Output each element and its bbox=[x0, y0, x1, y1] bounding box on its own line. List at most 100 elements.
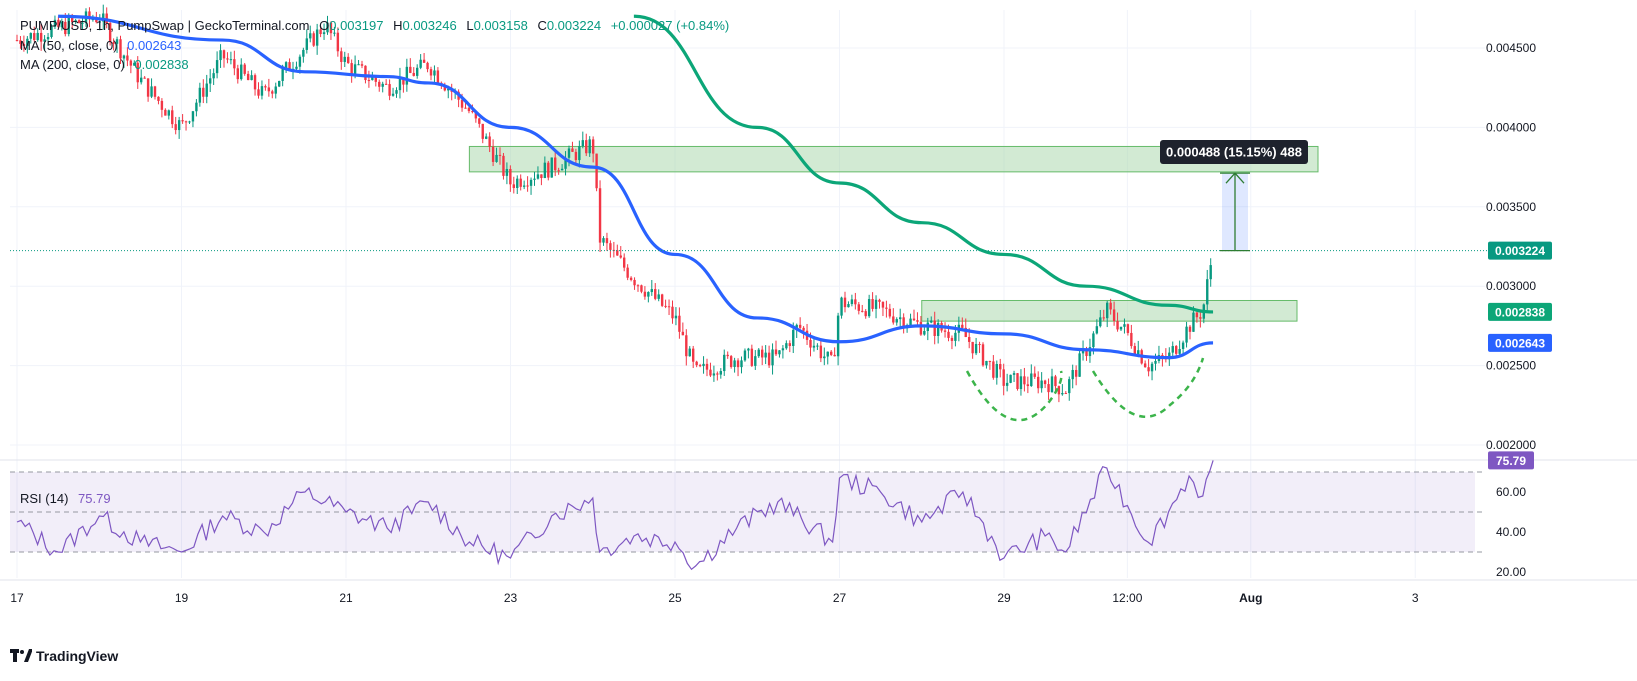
candle-body bbox=[836, 315, 840, 357]
candle-body bbox=[516, 178, 519, 188]
close-label: C bbox=[537, 18, 547, 33]
candle-body bbox=[202, 87, 205, 97]
candle-body bbox=[1012, 373, 1016, 375]
candle-body bbox=[909, 318, 912, 326]
candle-body bbox=[698, 365, 702, 367]
candle-body bbox=[422, 59, 426, 63]
candle-body bbox=[157, 96, 160, 101]
resistance-zone[interactable] bbox=[921, 299, 1298, 322]
candle-body bbox=[747, 348, 750, 351]
candle-body bbox=[243, 64, 246, 74]
legend-ma50[interactable]: MA (50, close, 0) 0.002643 bbox=[20, 37, 181, 55]
candle-body bbox=[550, 157, 553, 178]
candle-body bbox=[233, 59, 236, 69]
time-tick-label: 27 bbox=[833, 591, 847, 605]
candle-body bbox=[743, 350, 747, 361]
pattern-left-shoulder[interactable] bbox=[965, 370, 1063, 422]
candle-body bbox=[609, 243, 612, 250]
candle-body bbox=[771, 349, 774, 366]
candle-body bbox=[968, 336, 971, 342]
low-value: 0.003158 bbox=[473, 18, 528, 33]
measure-label-box[interactable] bbox=[1160, 140, 1308, 164]
candle-body bbox=[491, 146, 495, 162]
candle-body bbox=[885, 307, 888, 309]
candle-body bbox=[188, 121, 191, 123]
price-tick-label: 0.002500 bbox=[1486, 359, 1536, 373]
candle-body bbox=[623, 257, 626, 268]
candle-body bbox=[374, 76, 377, 82]
change-value: +0.000027 (+0.84%) bbox=[610, 18, 730, 33]
candle-body bbox=[1102, 317, 1105, 319]
candle-body bbox=[1050, 376, 1054, 393]
rsi-line[interactable] bbox=[16, 460, 1214, 571]
time-tick-label: 21 bbox=[339, 591, 353, 605]
candle-body bbox=[850, 299, 854, 305]
ma200-price-badge-box[interactable] bbox=[1488, 302, 1552, 321]
ma50-line[interactable] bbox=[58, 14, 1214, 360]
ma200-line[interactable] bbox=[633, 14, 1214, 314]
legend-ma200[interactable]: MA (200, close, 0) 0.002838 bbox=[20, 56, 189, 74]
measure-label: 0.000488 (15.15%) 488 bbox=[1166, 145, 1302, 160]
candle-body bbox=[402, 77, 405, 85]
candle-body bbox=[288, 62, 291, 72]
candle-body bbox=[578, 146, 581, 161]
candle-body bbox=[974, 344, 978, 354]
candle-body bbox=[833, 354, 836, 357]
candle-body bbox=[122, 55, 126, 59]
candle-body bbox=[571, 148, 574, 152]
candle-body bbox=[278, 80, 281, 87]
candle-body bbox=[315, 29, 319, 46]
candle-body bbox=[15, 40, 19, 42]
candle-body bbox=[326, 22, 329, 33]
candle-body bbox=[81, 22, 84, 24]
current-price-badge-box[interactable] bbox=[1488, 241, 1552, 260]
candle-body bbox=[605, 238, 609, 244]
candle-body bbox=[312, 33, 315, 46]
candle-body bbox=[585, 140, 588, 154]
candle-body bbox=[1168, 352, 1171, 360]
candle-body bbox=[695, 361, 698, 366]
candle-body bbox=[1064, 393, 1067, 395]
candle-body bbox=[140, 77, 143, 83]
candle-body bbox=[174, 124, 177, 131]
candle-body bbox=[133, 62, 136, 66]
candle-body bbox=[881, 301, 885, 308]
candle-body bbox=[43, 39, 46, 42]
rsi-current-badge-box[interactable] bbox=[1488, 451, 1534, 470]
candle-body bbox=[564, 157, 567, 169]
price-tick-label: 0.003500 bbox=[1486, 200, 1536, 214]
legend-ohlc: PUMP/USD, 1h, PumpSwap | GeckoTerminal.c… bbox=[20, 17, 729, 35]
candle-body bbox=[936, 322, 940, 336]
candle-body bbox=[488, 136, 491, 147]
candle-body bbox=[219, 50, 222, 61]
candle-body bbox=[126, 55, 129, 61]
candle-body bbox=[774, 349, 778, 355]
candle-body bbox=[388, 84, 391, 96]
ma50-price-badge-box[interactable] bbox=[1488, 333, 1552, 352]
candle-body bbox=[146, 78, 150, 97]
legend-rsi[interactable]: RSI (14) 75.79 bbox=[20, 490, 111, 508]
time-tick-label: 25 bbox=[668, 591, 682, 605]
candle-body bbox=[999, 364, 1002, 370]
candle-body bbox=[1099, 317, 1102, 327]
candle-body bbox=[336, 32, 340, 52]
candle-body bbox=[629, 277, 633, 280]
symbol-title[interactable]: PUMP/USD, 1h, PumpSwap | GeckoTerminal.c… bbox=[20, 18, 310, 33]
candle-body bbox=[250, 75, 253, 81]
candle-body bbox=[57, 19, 60, 28]
candle-body bbox=[626, 267, 629, 278]
candle-body bbox=[867, 299, 871, 317]
tradingview-logo[interactable]: TradingView bbox=[10, 648, 118, 664]
candle-body bbox=[264, 86, 267, 88]
candle-body bbox=[1002, 369, 1005, 386]
candle-body bbox=[398, 77, 402, 91]
rsi-tick-label: 20.00 bbox=[1496, 565, 1526, 579]
candle-body bbox=[1171, 346, 1174, 353]
candle-body bbox=[284, 62, 288, 70]
pattern-right-shoulder[interactable] bbox=[1091, 357, 1205, 418]
candle-body bbox=[792, 329, 795, 347]
candle-body bbox=[1068, 379, 1071, 394]
candle-body bbox=[460, 99, 464, 108]
